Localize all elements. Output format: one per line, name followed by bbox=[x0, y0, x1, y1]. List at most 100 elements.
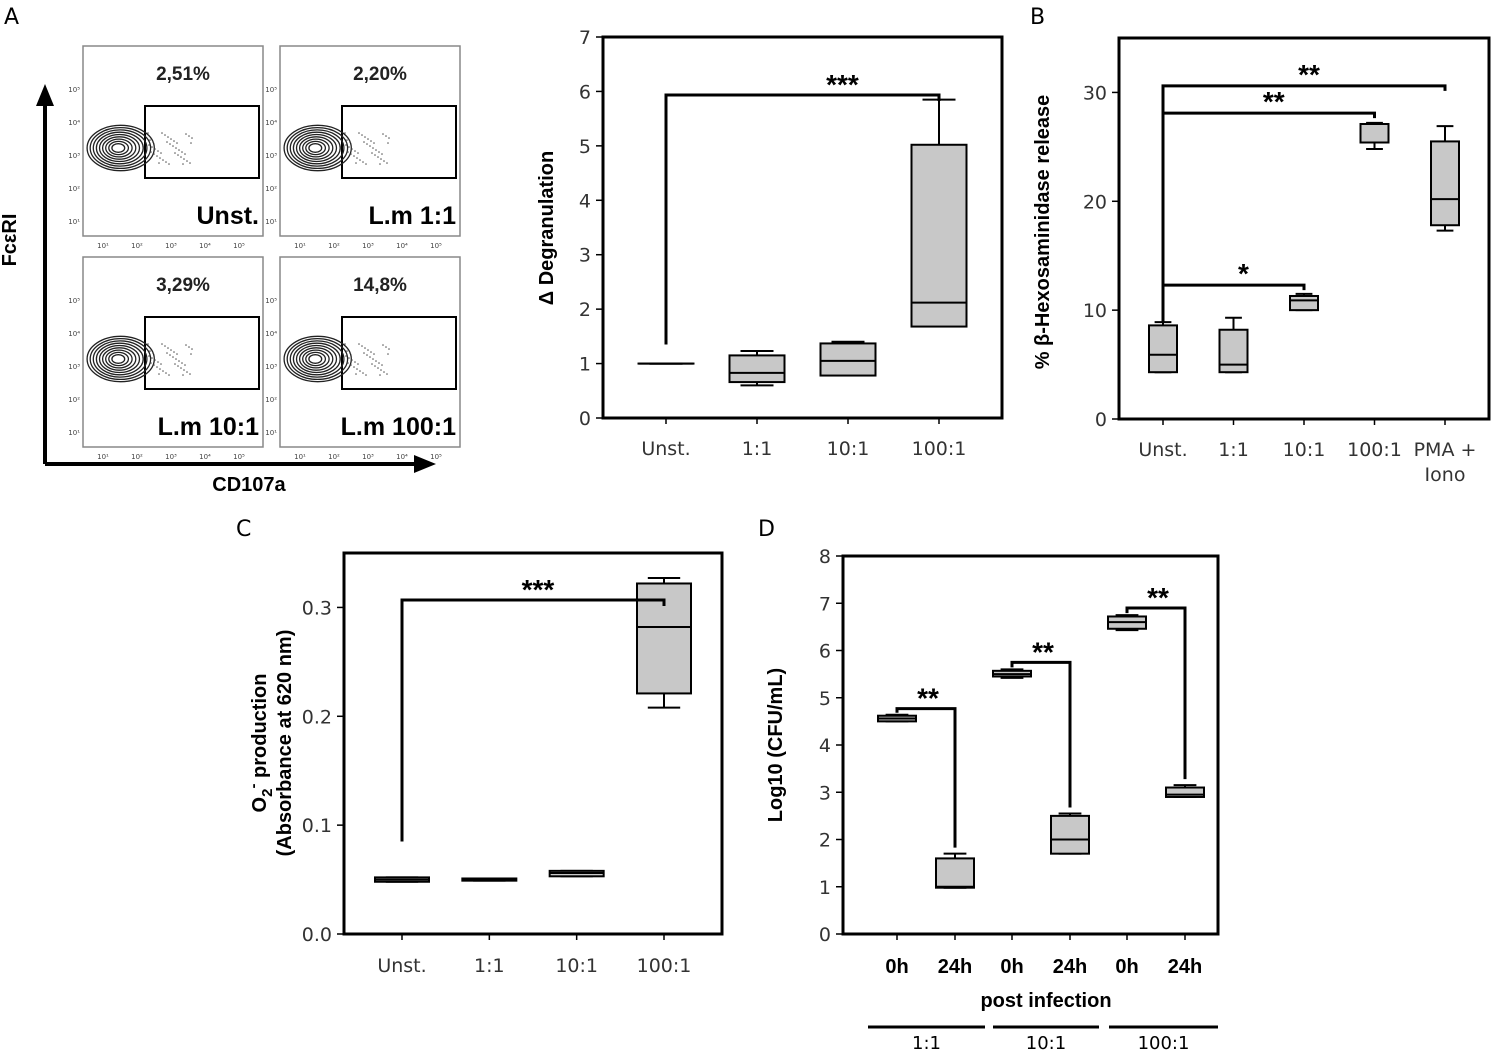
event-dot bbox=[355, 373, 357, 375]
event-dot bbox=[378, 151, 380, 153]
box-body bbox=[1050, 814, 1090, 855]
event-dot bbox=[157, 361, 159, 363]
event-dot bbox=[388, 348, 390, 350]
event-dot bbox=[373, 353, 375, 355]
event-dot bbox=[380, 158, 382, 160]
contour-ring bbox=[98, 133, 141, 163]
contour-ring bbox=[305, 351, 327, 367]
contour-density bbox=[86, 124, 193, 172]
significance-bracket bbox=[1125, 606, 1187, 780]
contour-ring bbox=[302, 349, 330, 369]
flow-y-tick: 10³ bbox=[265, 363, 277, 371]
event-dot bbox=[383, 371, 385, 373]
event-dot bbox=[183, 158, 185, 160]
event-dot bbox=[162, 370, 164, 372]
event-dot bbox=[190, 353, 192, 355]
event-dot bbox=[169, 143, 171, 145]
significance-bracket bbox=[895, 707, 957, 848]
x-axis-arrow-head bbox=[414, 455, 436, 473]
contour-ring bbox=[89, 126, 152, 170]
flow-x-tick: 10² bbox=[328, 242, 340, 250]
flow-y-tick: 10² bbox=[68, 185, 80, 193]
event-dot bbox=[347, 362, 349, 364]
event-dot bbox=[347, 151, 349, 153]
event-dot bbox=[151, 357, 153, 359]
event-dot bbox=[189, 162, 191, 164]
box-body bbox=[1430, 140, 1460, 227]
flow-x-tick: 10⁴ bbox=[199, 453, 211, 461]
event-dot bbox=[178, 360, 180, 362]
x-axis-title: post infection bbox=[980, 990, 1111, 1012]
event-dot bbox=[346, 139, 348, 141]
x-tick-label: PMA + bbox=[1414, 439, 1477, 461]
x-axis-title: CD107a bbox=[212, 474, 286, 496]
event-dot bbox=[156, 155, 158, 157]
box-4 bbox=[1430, 125, 1460, 232]
event-dot bbox=[164, 345, 166, 347]
flow-x-tick: 10³ bbox=[362, 242, 374, 250]
x-tick-label: 0h bbox=[1115, 956, 1138, 978]
y-axis-title: Δ Degranulation bbox=[536, 151, 558, 305]
y-tick-label: 2 bbox=[579, 299, 591, 321]
significance-label: ** bbox=[1263, 86, 1285, 117]
event-dot bbox=[370, 140, 372, 142]
event-dot bbox=[161, 132, 163, 134]
y-tick-label: 1 bbox=[819, 877, 831, 899]
flow-x-tick: 10² bbox=[131, 242, 143, 250]
event-dot bbox=[364, 347, 366, 349]
contour-ring bbox=[292, 342, 341, 376]
box-1 bbox=[935, 852, 975, 889]
event-dot bbox=[161, 343, 163, 345]
event-dot bbox=[170, 349, 172, 351]
plot-frame bbox=[601, 35, 1004, 420]
contour-ring bbox=[292, 131, 341, 165]
event-dot bbox=[375, 149, 377, 151]
event-dot bbox=[383, 160, 385, 162]
contour-ring bbox=[86, 335, 155, 383]
cfu-chart: 0 1 2 3 4 5 6 7 8 0h 24h 0h 24h 0h 24h post infection Lo… bbox=[765, 546, 1220, 1051]
event-dot bbox=[153, 364, 155, 366]
event-dot bbox=[150, 362, 152, 364]
event-dot bbox=[349, 352, 351, 354]
x-tick-label: 1:1 bbox=[742, 438, 773, 460]
event-dot bbox=[357, 363, 359, 365]
sample-label: L.m 1:1 bbox=[368, 202, 456, 230]
contour-ring bbox=[286, 337, 349, 381]
box-3 bbox=[636, 577, 692, 709]
event-dot bbox=[385, 346, 387, 348]
contour-ring bbox=[86, 124, 155, 172]
box-0 bbox=[877, 713, 917, 723]
event-dot bbox=[191, 137, 193, 139]
event-dot bbox=[381, 153, 383, 155]
event-dot bbox=[374, 154, 376, 156]
flow-y-tick: 10⁴ bbox=[265, 330, 277, 338]
event-dot bbox=[371, 152, 373, 154]
event-dot bbox=[186, 160, 188, 162]
x-tick-label: 100:1 bbox=[637, 955, 692, 977]
flow-y-tick: 10¹ bbox=[265, 218, 277, 226]
sample-label: L.m 100:1 bbox=[341, 413, 456, 441]
y-tick-label: 0 bbox=[819, 924, 831, 946]
event-dot bbox=[359, 370, 361, 372]
x-tick-label: Unst. bbox=[641, 438, 690, 460]
x-tick-label: 0h bbox=[885, 956, 908, 978]
flow-x-tick: 10¹ bbox=[97, 453, 109, 461]
contour-ring bbox=[108, 351, 130, 367]
event-dot bbox=[172, 145, 174, 147]
event-dot bbox=[160, 152, 162, 154]
significance-label: ** bbox=[1032, 636, 1054, 667]
event-dot bbox=[358, 343, 360, 345]
flow-y-tick: 10³ bbox=[68, 363, 80, 371]
y-tick-label: 6 bbox=[819, 641, 831, 663]
event-dot bbox=[363, 352, 365, 354]
event-dot bbox=[380, 369, 382, 371]
y-tick-label: 3 bbox=[819, 782, 831, 804]
box-3 bbox=[910, 98, 968, 328]
event-dot bbox=[154, 359, 156, 361]
box-body bbox=[1148, 324, 1178, 374]
event-dot bbox=[388, 137, 390, 139]
box-2 bbox=[819, 340, 877, 377]
event-dot bbox=[381, 364, 383, 366]
event-dot bbox=[367, 138, 369, 140]
